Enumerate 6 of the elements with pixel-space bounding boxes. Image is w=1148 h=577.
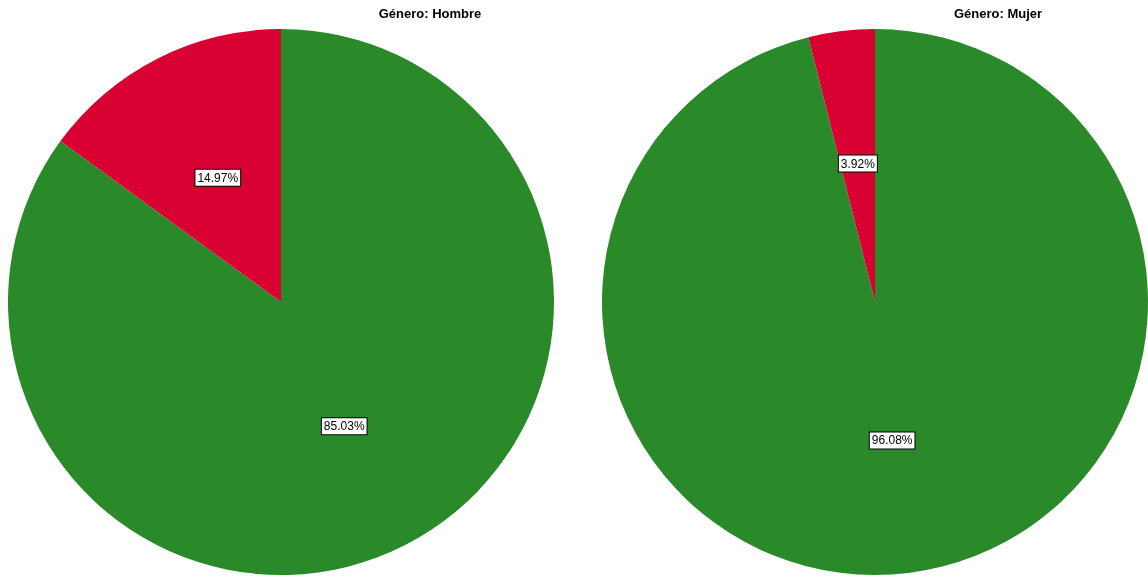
chart-title: Género: Hombre [378, 6, 482, 21]
chart-title: Género: Mujer [953, 6, 1043, 21]
data-label: 14.97% [197, 170, 239, 185]
data-label: 96.08% [871, 433, 913, 448]
data-label: 85.03% [323, 419, 365, 434]
data-label: 3.92% [840, 156, 876, 171]
